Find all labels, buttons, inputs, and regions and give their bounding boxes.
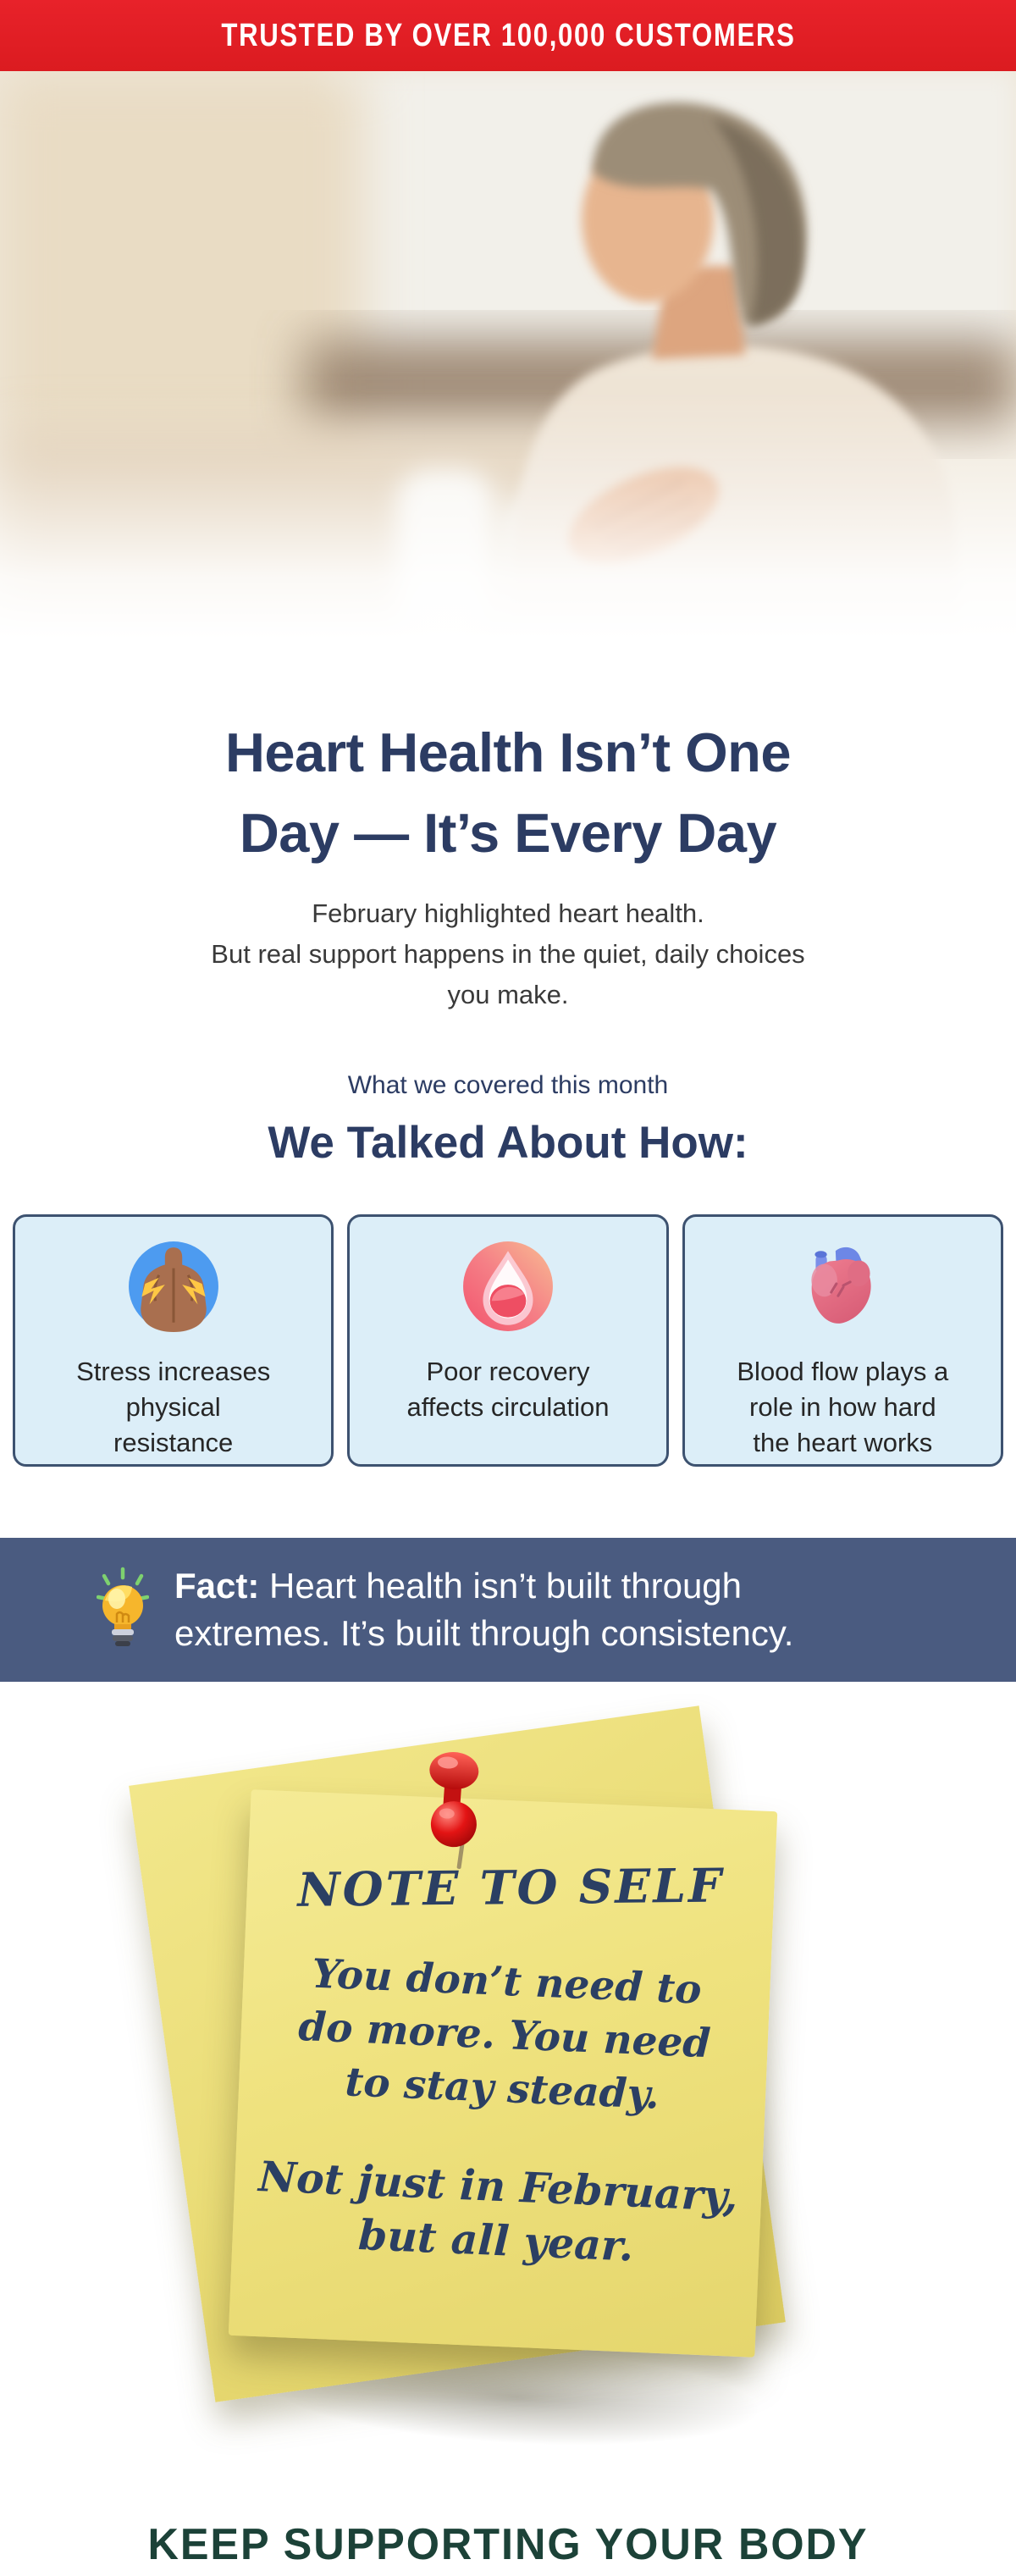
page-title: Heart Health Isn’t One Day — It’s Every … [0,712,1016,873]
red-pushpin-icon [417,1748,489,1879]
card-recovery-text: Poor recovery affects circulation [406,1357,610,1422]
intro-subtitle-line2: But real support happens in the quiet, d… [211,939,805,969]
fact-line2: extremes. It’s built through consistency… [174,1613,794,1653]
intro-subtitle-line1: February highlighted heart health. [312,898,704,928]
intro-subtitle-line3: you make. [447,980,569,1009]
card-recovery: Poor recovery affects circulation [347,1214,669,1467]
fact-line1: Heart health isn’t built through [259,1566,743,1606]
fact-text: Fact: Heart health isn’t built through e… [174,1562,919,1657]
page-title-line2: Day — It’s Every Day [239,802,777,864]
note-title: NOTE TO SELF [297,1857,725,1917]
sticky-note-front: NOTE TO SELF You don’t need to do more. … [228,1789,778,2358]
intro-section: Heart Health Isn’t One Day — It’s Every … [0,712,1016,1015]
covered-heading: We Talked About How: [268,1118,748,1168]
card-bloodflow: Blood flow plays a role in how hard the … [682,1214,1003,1467]
anatomical-heart-icon [795,1239,890,1334]
page-title-line1: Heart Health Isn’t One [224,721,792,783]
lightbulb-icon [96,1567,150,1654]
note-paragraph-1: You don’t need to do more. You need to s… [297,1950,712,2119]
covered-eyebrow: What we covered this month [347,1071,669,1099]
topic-cards: Stress increases physical resistance [0,1214,1016,1467]
note-section: NOTE TO SELF You don’t need to do more. … [0,1682,1016,2482]
note-paragraph-2: Not just in February, but all year. [257,2152,739,2271]
stress-body-icon [126,1239,221,1334]
card-stress: Stress increases physical resistance [13,1214,334,1467]
covered-section: What we covered this month We Talked Abo… [0,1071,1016,1467]
fact-label: Fact: [174,1566,260,1606]
woman-hand-on-chest-photo [0,71,1016,639]
blood-drop-icon [461,1239,555,1334]
footer-heading: KEEP SUPPORTING YOUR BODY [147,2520,869,2569]
intro-subtitle: February highlighted heart health. But r… [0,893,1016,1015]
hero-photo [0,71,1016,639]
trust-banner: TRUSTED BY OVER 100,000 CUSTOMERS [0,0,1016,71]
trust-banner-text: TRUSTED BY OVER 100,000 CUSTOMERS [220,17,796,53]
card-stress-text: Stress increases physical resistance [76,1357,271,1457]
fact-band: Fact: Heart health isn’t built through e… [0,1538,1016,1682]
card-bloodflow-text: Blood flow plays a role in how hard the … [737,1357,949,1457]
